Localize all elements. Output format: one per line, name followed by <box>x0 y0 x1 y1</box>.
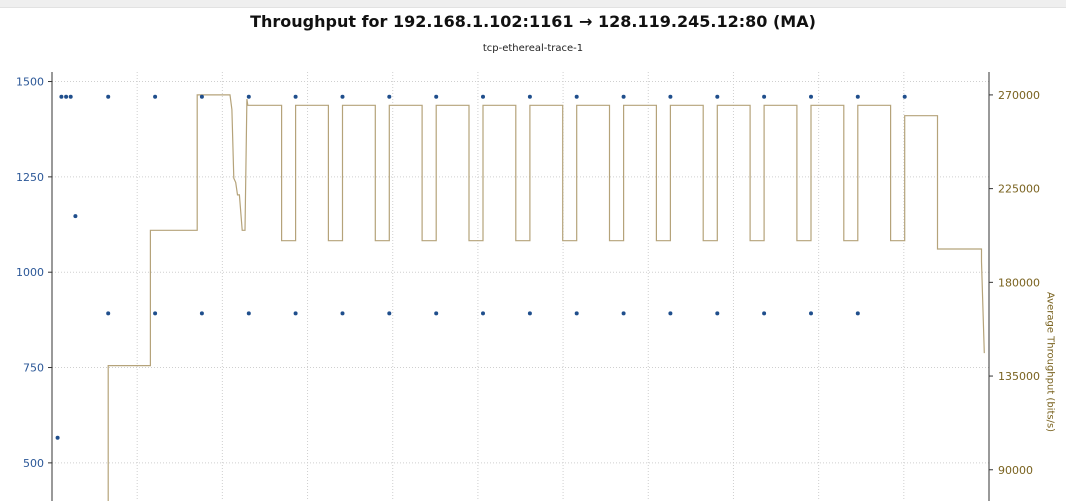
right-axis-tick-label: 180000 <box>998 276 1040 289</box>
segment-point <box>434 94 439 99</box>
segment-point <box>574 311 579 316</box>
segment-point <box>246 94 251 99</box>
right-axis-tick-labels: 90000 135000 180000 225000 270000 <box>989 89 1040 477</box>
segment-point <box>55 435 60 440</box>
left-axis-tick-label: 750 <box>23 362 44 375</box>
segment-point <box>387 311 392 316</box>
window-top-strip <box>0 0 1066 8</box>
segment-point <box>762 311 767 316</box>
segment-point <box>340 311 345 316</box>
segment-point <box>199 311 204 316</box>
segment-point <box>481 94 485 99</box>
right-axis-tick-label: 135000 <box>998 370 1040 383</box>
chart-title: Throughput for 192.168.1.102:1161 → 128.… <box>250 12 816 31</box>
segment-point <box>481 311 485 316</box>
left-axis-tick-label: 1500 <box>16 76 44 89</box>
right-axis-label: Average Throughput (bits/s) <box>1044 291 1056 433</box>
segment-point <box>434 311 439 316</box>
segment-point <box>387 94 392 99</box>
segment-point <box>527 94 532 99</box>
left-axis-tick-label: 1250 <box>16 171 44 184</box>
segment-point <box>527 311 532 316</box>
segment-point <box>106 94 111 99</box>
segment-point <box>668 94 673 99</box>
axes <box>51 72 990 501</box>
segment-length-scatter-series <box>55 94 907 440</box>
segment-point <box>668 311 673 316</box>
segment-point <box>621 311 626 316</box>
right-axis-tick-label: 270000 <box>998 89 1040 102</box>
segment-point <box>574 94 579 99</box>
throughput-line-series <box>107 94 985 501</box>
segment-point <box>293 94 298 99</box>
segment-point <box>64 94 69 99</box>
right-axis-tick-label: 90000 <box>998 464 1033 477</box>
segment-point <box>809 311 813 316</box>
segment-point <box>809 94 813 99</box>
segment-point <box>855 94 860 99</box>
segment-point <box>715 311 720 316</box>
segment-point <box>106 311 111 316</box>
segment-point <box>621 94 626 99</box>
throughput-line <box>107 94 985 501</box>
segment-point <box>153 94 158 99</box>
segment-point <box>153 311 158 316</box>
segment-point <box>199 94 204 99</box>
segment-point <box>246 311 251 316</box>
left-axis-tick-label: 1000 <box>16 266 44 279</box>
left-axis-tick-label: 500 <box>23 457 44 470</box>
segment-point <box>59 94 64 99</box>
segment-point <box>715 94 720 99</box>
segment-point <box>340 94 345 99</box>
segment-point <box>855 311 860 316</box>
segment-point <box>293 311 298 316</box>
segment-point <box>73 214 78 219</box>
segment-point <box>68 94 73 99</box>
segment-point <box>902 94 907 99</box>
left-axis-tick-labels: 500 750 1000 1250 1500 <box>16 76 52 470</box>
grid-lines <box>51 72 990 501</box>
right-axis-tick-label: 225000 <box>998 183 1040 196</box>
chart-subtitle: tcp-ethereal-trace-1 <box>482 43 584 54</box>
segment-point <box>762 94 767 99</box>
